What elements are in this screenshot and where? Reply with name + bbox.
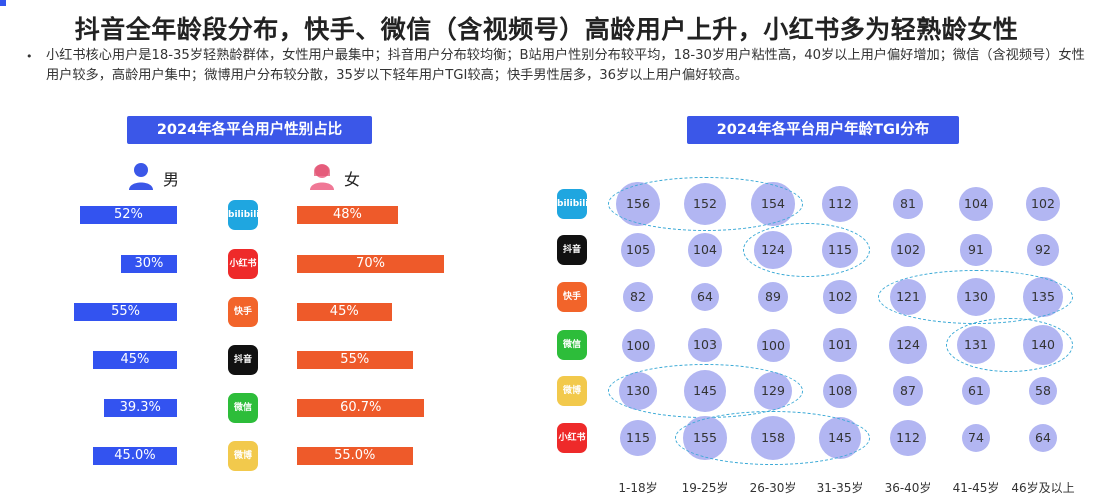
tgi-bubble: 74 (961, 423, 991, 453)
tgi-bubble: 61 (962, 377, 990, 405)
platform-icon: 微信 (228, 393, 258, 423)
tgi-bubble: 102 (823, 280, 857, 314)
female-icon (310, 164, 334, 190)
tgi-bubble: 87 (892, 375, 924, 407)
bullet-icon: • (26, 50, 33, 63)
highlight-ring (743, 223, 870, 277)
highlight-ring (878, 270, 1073, 324)
tgi-value: 104 (693, 242, 717, 258)
age-tick-label: 26-30岁 (749, 481, 797, 495)
tgi-value: 104 (964, 196, 988, 212)
tgi-value: 105 (626, 242, 650, 258)
platform-icon: bilibili (228, 200, 258, 230)
tgi-value: 108 (828, 382, 852, 398)
platform-icon: 快手 (228, 297, 258, 327)
tgi-bubble: 104 (959, 187, 993, 221)
tgi-bubble: 108 (822, 373, 858, 409)
tgi-bubble: 102 (1026, 187, 1060, 221)
age-tick-label: 41-45岁 (952, 481, 1000, 495)
platform-icon: 抖音 (228, 345, 258, 375)
tgi-value: 112 (896, 430, 920, 446)
tgi-bubble: 100 (756, 328, 790, 362)
tgi-value: 101 (828, 337, 852, 353)
tgi-value: 102 (1031, 196, 1055, 212)
tgi-bubble: 89 (757, 281, 789, 313)
tgi-bubble: 102 (891, 233, 925, 267)
tgi-value: 102 (896, 242, 920, 258)
tgi-value: 61 (968, 383, 984, 398)
male-legend-label: 男 (163, 170, 180, 189)
tgi-value: 103 (693, 337, 717, 353)
tgi-bubble: 64 (1029, 424, 1057, 452)
tgi-bubble: 101 (823, 328, 857, 362)
male-bar: 55% (74, 303, 177, 321)
platform-icon: 快手 (557, 282, 587, 312)
tgi-bubble: 104 (688, 233, 722, 267)
tgi-value: 89 (765, 288, 781, 304)
platform-icon: 抖音 (557, 235, 587, 265)
tgi-bubble: 64 (691, 283, 719, 311)
tgi-value: 64 (697, 289, 713, 304)
tgi-bubble: 115 (620, 420, 656, 456)
male-icon (129, 163, 153, 190)
age-tick-label: 19-25岁 (681, 481, 729, 495)
tgi-bubble: 103 (688, 328, 722, 362)
age-tick-label: 46岁及以上 (1011, 481, 1075, 495)
platform-icon: 微博 (228, 441, 258, 471)
tgi-value: 102 (828, 289, 852, 305)
female-bar: 55% (297, 351, 413, 369)
highlight-ring (675, 411, 870, 465)
platform-icon: 微信 (557, 330, 587, 360)
tgi-bubble: 105 (621, 233, 655, 267)
highlight-ring (608, 177, 803, 231)
tgi-value: 74 (968, 429, 984, 445)
gender-chart-title: 2024年各平台用户性别占比 (127, 116, 372, 144)
female-bar: 45% (297, 303, 392, 321)
tgi-bubble: 58 (1029, 377, 1057, 405)
tgi-value: 92 (1035, 242, 1051, 258)
tgi-value: 115 (626, 430, 650, 446)
platform-icon: 小红书 (228, 249, 258, 279)
tgi-value: 81 (900, 196, 916, 212)
highlight-ring (608, 364, 803, 418)
platform-icon: 微博 (557, 376, 587, 406)
tgi-chart-title: 2024年各平台用户年龄TGI分布 (687, 116, 959, 144)
highlight-ring (946, 318, 1073, 372)
male-bar: 39.3% (103, 399, 177, 417)
platform-icon: bilibili (557, 189, 587, 219)
platform-icon: 小红书 (557, 423, 587, 453)
age-tick-label: 31-35岁 (816, 481, 864, 495)
male-bar: 52% (79, 206, 177, 224)
tgi-value: 112 (828, 196, 852, 212)
tgi-value: 124 (896, 337, 920, 353)
tgi-value: 100 (626, 337, 650, 353)
tgi-value: 91 (968, 242, 984, 258)
tgi-value: 82 (630, 289, 646, 305)
tgi-bubble: 112 (890, 420, 926, 456)
age-tick-label: 36-40岁 (884, 481, 932, 495)
tgi-value: 87 (900, 382, 916, 398)
female-bar: 70% (297, 255, 444, 273)
tgi-value: 100 (761, 337, 785, 353)
page-title: 抖音全年龄段分布，快手、微信（含视频号）高龄用户上升，小红书多为轻熟龄女性 (74, 15, 1019, 44)
corner-marker (0, 0, 6, 6)
tgi-bubble: 112 (822, 186, 858, 222)
tgi-bubble: 81 (893, 189, 923, 219)
female-legend-label: 女 (344, 170, 361, 189)
female-bar: 48% (297, 206, 398, 224)
female-bar: 60.7% (297, 399, 425, 417)
tgi-bubble: 124 (889, 326, 927, 364)
tgi-bubble: 82 (623, 282, 653, 312)
tgi-bubble: 100 (621, 328, 655, 362)
male-bar: 30% (120, 255, 177, 273)
tgi-value: 64 (1035, 430, 1051, 445)
male-bar: 45.0% (92, 447, 177, 465)
summary-text: 小红书核心用户是18-35岁轻熟龄群体，女性用户最集中；抖音用户分布较均衡；B站… (46, 48, 1085, 83)
female-bar: 55.0% (297, 447, 413, 465)
age-tick-label: 1-18岁 (618, 481, 658, 495)
tgi-bubble: 92 (1027, 234, 1059, 266)
tgi-value: 58 (1035, 383, 1051, 398)
tgi-bubble: 91 (960, 234, 992, 266)
male-bar: 45% (92, 351, 177, 369)
